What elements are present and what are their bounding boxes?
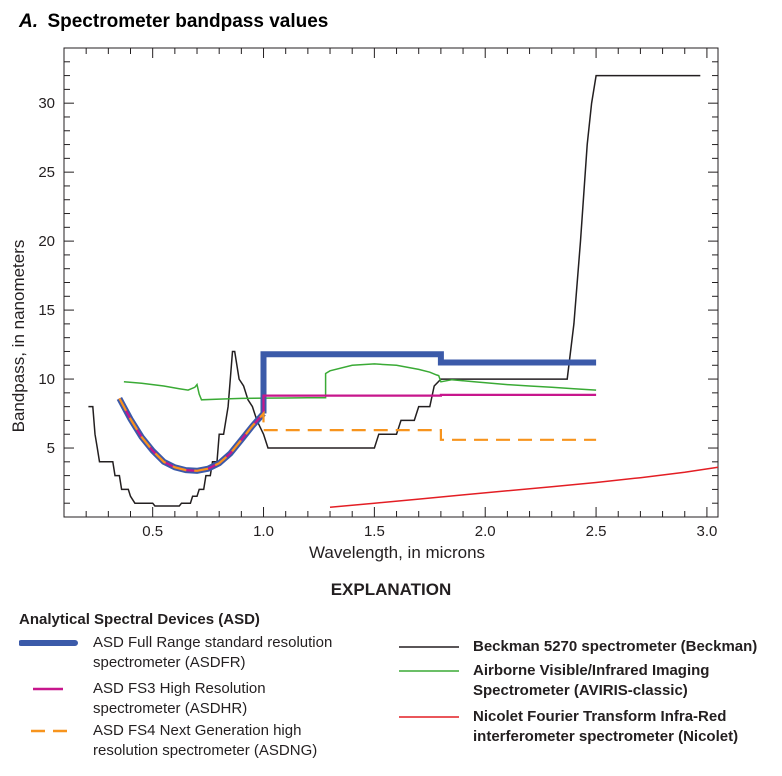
y-tick-label: 20 xyxy=(38,233,55,250)
legend-label-asdfr: ASD Full Range standard resolution spect… xyxy=(93,634,333,671)
x-axis-label: Wavelength, in microns xyxy=(309,543,485,562)
legend-swatch-asdng xyxy=(31,729,69,733)
chart-title-text: Spectrometer bandpass values xyxy=(47,11,328,32)
series-asdfr xyxy=(260,351,597,414)
legend-item-nicolet: Nicolet Fourier Transform Infra-Red inte… xyxy=(399,708,781,754)
legend-label-nicolet: Nicolet Fourier Transform Infra-Red inte… xyxy=(473,708,739,745)
series-asdhr xyxy=(118,393,597,472)
legend-label-beckman: Beckman 5270 spectrometer (Beckman) xyxy=(473,638,758,655)
series-beckman xyxy=(88,74,701,507)
x-tick-label: 1.0 xyxy=(253,523,274,540)
legend-item-aviris: Airborne Visible/Infrared Imaging Spectr… xyxy=(399,662,781,708)
x-tick-label: 2.0 xyxy=(475,523,496,540)
legend-swatch-asdfr xyxy=(19,640,78,646)
x-tick-label: 2.5 xyxy=(586,523,607,540)
y-axis-label: Bandpass, in nanometers xyxy=(9,240,28,433)
legend-item-asdng: ASD FS4 Next Generation high resolution … xyxy=(19,722,379,768)
y-tick-label: 30 xyxy=(38,95,55,112)
legend-swatch-nicolet xyxy=(399,716,459,718)
legend-item-asdfr: ASD Full Range standard resolution spect… xyxy=(19,634,379,680)
y-tick-label: 5 xyxy=(47,440,55,457)
asd-group-heading: Analytical Spectral Devices (ASD) xyxy=(19,611,260,628)
legend-label-asdhr: ASD FS3 High Resolution spectrometer (AS… xyxy=(93,680,266,717)
chart-title-prefix: A. xyxy=(18,11,38,32)
chart: A. Spectrometer bandpass values 0.5 1.0 1.… xyxy=(9,11,719,562)
series-aviris xyxy=(123,363,597,401)
legend-swatch-asdhr xyxy=(33,687,63,691)
legend-label-asdng: ASD FS4 Next Generation high resolution … xyxy=(93,722,318,759)
y-tick-label: 10 xyxy=(38,371,55,388)
explanation-heading: EXPLANATION xyxy=(330,580,452,599)
plot-area: 0.5 1.0 1.5 2.0 2.5 3.0 5 10 15 20 25 30 xyxy=(38,47,719,540)
legend-swatch-aviris xyxy=(399,670,459,672)
x-tick-label: 0.5 xyxy=(142,523,163,540)
legend-label-aviris: Airborne Visible/Infrared Imaging Spectr… xyxy=(473,662,710,699)
series-nicolet xyxy=(329,466,719,509)
legend-item-asdhr: ASD FS3 High Resolution spectrometer (AS… xyxy=(19,680,379,726)
chart-title: A. Spectrometer bandpass values xyxy=(18,11,328,32)
y-tick-label: 15 xyxy=(38,302,55,319)
legend-item-beckman: Beckman 5270 spectrometer (Beckman) xyxy=(399,638,781,664)
series-asdng xyxy=(118,397,597,472)
y-tick-label: 25 xyxy=(38,164,55,181)
x-tick-label: 3.0 xyxy=(696,523,717,540)
legend-swatch-beckman xyxy=(399,646,459,648)
plot-frame xyxy=(63,47,719,518)
x-tick-label: 1.5 xyxy=(364,523,385,540)
